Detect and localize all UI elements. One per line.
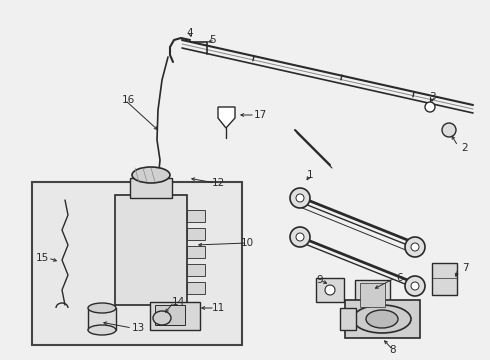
Text: 5: 5 bbox=[209, 35, 215, 45]
Text: 8: 8 bbox=[390, 345, 396, 355]
Bar bbox=[32, 182, 242, 345]
Text: 17: 17 bbox=[253, 110, 267, 120]
Circle shape bbox=[290, 227, 310, 247]
Circle shape bbox=[411, 282, 419, 290]
Bar bbox=[432, 263, 457, 295]
Text: 12: 12 bbox=[211, 178, 224, 188]
Bar bbox=[88, 308, 116, 330]
Ellipse shape bbox=[366, 310, 398, 328]
Text: 9: 9 bbox=[317, 275, 323, 285]
Ellipse shape bbox=[88, 325, 116, 335]
Circle shape bbox=[411, 243, 419, 251]
Text: 11: 11 bbox=[211, 303, 224, 313]
Circle shape bbox=[290, 188, 310, 208]
Bar bbox=[340, 308, 356, 330]
Bar bbox=[155, 305, 185, 325]
Text: 6: 6 bbox=[397, 273, 403, 283]
Text: 16: 16 bbox=[122, 95, 135, 105]
Text: 1: 1 bbox=[307, 170, 313, 180]
Bar bbox=[187, 282, 205, 294]
Polygon shape bbox=[218, 107, 235, 128]
Text: 4: 4 bbox=[187, 28, 194, 38]
Bar bbox=[130, 178, 172, 198]
Bar bbox=[187, 228, 205, 240]
Bar bbox=[115, 195, 187, 305]
Bar bbox=[187, 210, 205, 222]
Circle shape bbox=[325, 285, 335, 295]
Circle shape bbox=[442, 123, 456, 137]
Ellipse shape bbox=[132, 167, 170, 183]
Text: 10: 10 bbox=[241, 238, 253, 248]
Ellipse shape bbox=[153, 311, 171, 325]
Bar bbox=[187, 246, 205, 258]
Circle shape bbox=[405, 237, 425, 257]
Circle shape bbox=[296, 233, 304, 241]
Text: 2: 2 bbox=[462, 143, 468, 153]
Circle shape bbox=[405, 276, 425, 296]
Bar bbox=[360, 283, 385, 307]
Ellipse shape bbox=[353, 305, 411, 333]
Text: 15: 15 bbox=[35, 253, 49, 263]
Text: 7: 7 bbox=[462, 263, 468, 273]
Bar bbox=[345, 300, 420, 338]
Circle shape bbox=[296, 194, 304, 202]
Bar bbox=[187, 264, 205, 276]
Text: 13: 13 bbox=[131, 323, 145, 333]
Bar bbox=[150, 302, 200, 330]
Bar bbox=[355, 280, 390, 310]
Bar bbox=[316, 278, 344, 302]
Text: 14: 14 bbox=[172, 297, 185, 307]
Ellipse shape bbox=[88, 303, 116, 313]
Text: 3: 3 bbox=[429, 92, 435, 102]
Circle shape bbox=[425, 102, 435, 112]
